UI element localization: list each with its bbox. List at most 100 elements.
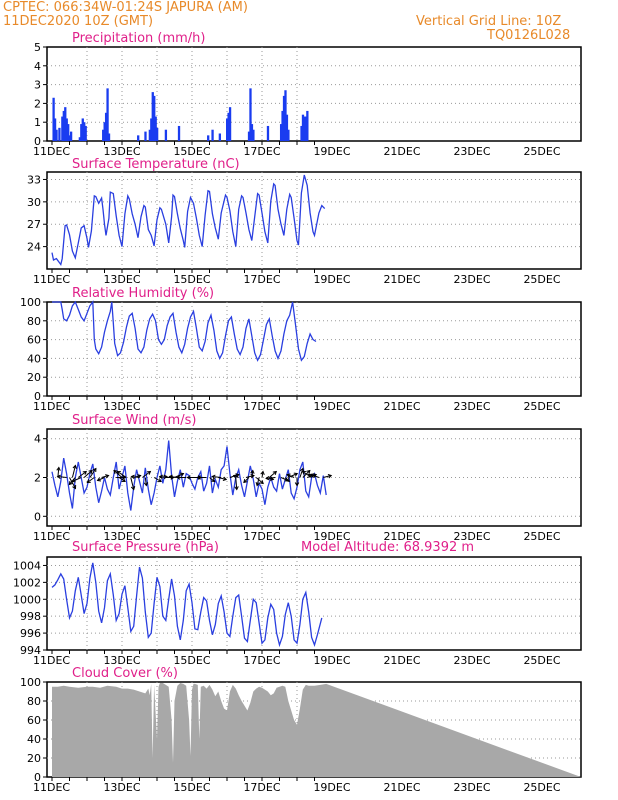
humidity-ytick-label: 40 (27, 352, 41, 365)
precip-bar (67, 124, 70, 141)
header-model-code: TQ0126L028 (487, 28, 571, 43)
humidity-panel (43, 300, 582, 400)
temperature-xtick-label: 25DEC (523, 273, 560, 286)
precip-bar (151, 92, 154, 141)
precip-bar (52, 97, 55, 141)
humidity-series-line (52, 300, 317, 362)
wind-xtick-label: 23DEC (453, 530, 490, 543)
temperature-xtick-label: 23DEC (453, 273, 490, 286)
precip-xtick-label: 19DEC (313, 145, 350, 158)
wind-vector-head (143, 482, 149, 487)
precip-bar (53, 118, 57, 141)
wind-vector-head (121, 475, 127, 480)
humidity-plot-frame (46, 301, 582, 397)
wind-vector (218, 477, 227, 480)
precip-bar (104, 112, 108, 141)
wind-vector (245, 475, 255, 478)
pressure-xtick-label: 17DEC (243, 654, 280, 667)
humidity-xtick-label: 21DEC (383, 400, 420, 413)
precip-bar (211, 129, 214, 141)
wind-vector (89, 468, 97, 478)
wind-vector-head (105, 474, 110, 479)
precip-bar (58, 127, 61, 141)
cloud-ytick-label: 0 (34, 771, 41, 784)
wind-vector-head (327, 473, 333, 479)
humidity-xtick-label: 19DEC (313, 400, 350, 413)
pressure-series-line (51, 562, 323, 648)
wind-vector-head (196, 475, 201, 480)
wind-xtick-label: 19DEC (313, 530, 350, 543)
pressure-ytick-label: 1002 (13, 576, 41, 589)
precip-bar (306, 110, 309, 141)
wind-xtick-label: 11DEC (33, 530, 70, 543)
wind-vector (83, 470, 93, 478)
precip-bar (282, 95, 286, 141)
wind-vector-head (86, 479, 91, 484)
wind-vector (310, 474, 320, 478)
wind-vector-head (299, 467, 305, 473)
wind-vector (255, 477, 264, 484)
wind-title: Surface Wind (m/s) (72, 413, 196, 428)
wind-vector (87, 477, 95, 483)
wind-vector (131, 476, 140, 478)
wind-vector-head (72, 484, 77, 490)
wind-vector-head (306, 469, 311, 475)
temperature-xtick-label: 21DEC (383, 273, 420, 286)
precip-bar (156, 127, 159, 141)
cloud-title: Cloud Cover (%) (72, 666, 178, 681)
precip-bar (300, 125, 303, 141)
wind-panel (43, 428, 582, 530)
pressure-xtick-label: 23DEC (453, 654, 490, 667)
wind-vector-head (116, 470, 121, 475)
wind-vector (299, 468, 304, 478)
precip-ytick-label: 5 (34, 41, 41, 54)
precip-bar (107, 133, 111, 141)
wind-vector-head (176, 475, 181, 480)
precip-xtick-label: 15DEC (173, 145, 210, 158)
precip-bar (153, 95, 156, 141)
wind-vector (323, 475, 332, 478)
wind-vector (268, 471, 277, 478)
wind-vector-head (71, 478, 76, 483)
wind-vector-head (130, 486, 136, 491)
humidity-ytick-label: 60 (27, 334, 41, 347)
cloud-xtick-label: 17DEC (243, 781, 280, 794)
precip-bar (68, 135, 71, 141)
precip-bar (249, 88, 252, 141)
wind-vector (71, 477, 82, 482)
humidity-xtick-label: 11DEC (33, 400, 70, 413)
precip-plot-frame (46, 46, 582, 142)
temperature-ytick-label: 33 (27, 173, 41, 186)
wind-vector-head (232, 474, 238, 479)
pressure-ytick-label: 994 (20, 644, 41, 657)
temperature-series-line (51, 174, 326, 267)
wind-vector-head (294, 482, 300, 487)
precip-bar (227, 112, 230, 141)
humidity-ytick-label: 100 (20, 296, 41, 309)
wind-vector-head (146, 470, 152, 475)
wind-xtick-label: 17DEC (243, 530, 280, 543)
wind-vector-head (260, 470, 265, 475)
cloud-xtick-label: 13DEC (103, 781, 140, 794)
pressure-xtick-label: 21DEC (383, 654, 420, 667)
precip-bar (266, 125, 270, 141)
wind-vector (243, 477, 250, 483)
precip-bar (84, 125, 87, 141)
precip-bar (64, 107, 67, 141)
wind-vector-head (272, 470, 278, 475)
wind-vector-head (243, 478, 248, 484)
wind-vector (142, 471, 151, 478)
cloud-ytick-label: 60 (27, 714, 41, 727)
wind-vector-head (130, 474, 135, 480)
wind-vector-head (72, 464, 77, 469)
precip-bar (80, 124, 83, 141)
wind-vector-head (179, 472, 185, 477)
wind-vector-head (121, 478, 126, 483)
precip-xtick-label: 17DEC (243, 145, 280, 158)
precip-bar (164, 129, 168, 141)
precip-panel (43, 46, 582, 145)
precip-bar (226, 118, 229, 141)
precip-bar (106, 88, 109, 141)
pressure-xtick-label: 19DEC (313, 654, 350, 667)
